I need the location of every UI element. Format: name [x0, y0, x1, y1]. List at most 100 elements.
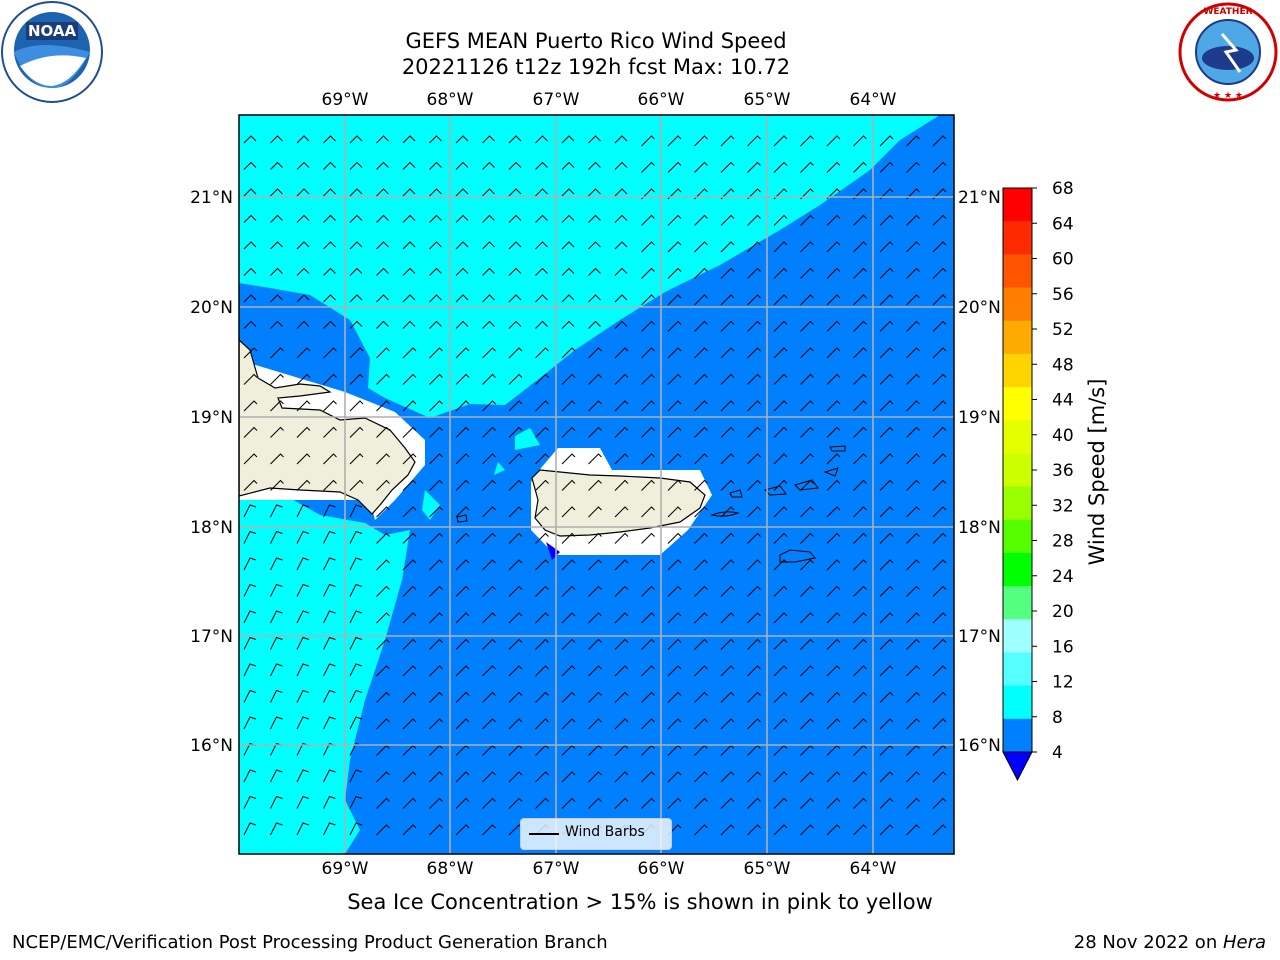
- wind-barb: [826, 294, 841, 306]
- wind-barb: [932, 161, 947, 173]
- wind-barb: [641, 453, 655, 465]
- wind-barb: [588, 188, 601, 197]
- wind-barb: [535, 453, 549, 465]
- wind-barb: [906, 135, 920, 147]
- wind-barb: [243, 583, 257, 597]
- legend-line-icon: [529, 833, 559, 835]
- wind-barb: [323, 426, 337, 438]
- wind-barb: [694, 188, 708, 200]
- colorbar-tick-label: 48: [1052, 355, 1074, 375]
- wind-barb: [747, 161, 761, 173]
- wind-barb: [800, 400, 814, 412]
- wind-barb: [455, 532, 470, 544]
- wind-barb: [932, 241, 947, 253]
- wind-barb: [932, 135, 947, 147]
- wind-barb: [879, 320, 894, 332]
- wind-barb: [429, 241, 442, 250]
- wind-barb: [243, 557, 257, 571]
- colorbar-tick-label: 24: [1052, 567, 1074, 587]
- wind-barb: [429, 585, 443, 597]
- wind-barb: [349, 795, 363, 809]
- wind-barb: [826, 771, 841, 783]
- wind-barb: [879, 400, 894, 412]
- wind-barb: [641, 718, 655, 730]
- wind-barb: [614, 771, 629, 783]
- wind-barb: [614, 506, 629, 518]
- wind-barb: [508, 267, 522, 276]
- lat-tick-label: 16°N: [190, 736, 233, 756]
- wind-barb: [535, 638, 549, 650]
- wind-barb: [323, 636, 336, 650]
- wind-barb: [296, 769, 310, 783]
- wind-barb: [349, 663, 363, 677]
- colorbar-segment: [1003, 254, 1032, 289]
- wind-barb: [800, 161, 814, 173]
- wind-barb: [667, 691, 682, 703]
- wind-barb: [376, 718, 390, 730]
- wind-barb: [243, 320, 257, 329]
- wind-barb: [349, 689, 363, 703]
- wind-barb: [614, 638, 629, 650]
- wind-barb: [429, 400, 443, 412]
- wind-barb: [932, 294, 947, 306]
- wind-barb: [482, 135, 495, 144]
- wind-barb: [879, 797, 894, 809]
- wind-barb: [323, 241, 336, 250]
- wind-barb: [614, 585, 629, 597]
- wind-barb: [270, 822, 283, 836]
- wind-barb: [747, 267, 761, 279]
- wind-barb: [455, 400, 470, 412]
- wind-barb: [508, 771, 523, 783]
- wind-barb: [561, 665, 576, 677]
- wind-barb: [932, 665, 947, 677]
- wind-barb: [270, 426, 284, 438]
- wind-barb: [561, 559, 576, 571]
- wind-barb: [641, 320, 655, 332]
- wind-barb: [614, 479, 629, 491]
- wind-barb: [747, 400, 761, 412]
- wind-barb: [296, 188, 310, 197]
- wind-barb: [906, 585, 920, 597]
- wind-barb: [296, 795, 310, 809]
- wind-barb: [296, 135, 310, 144]
- wind-barb: [402, 453, 417, 465]
- wind-barb: [800, 188, 814, 200]
- lon-tick-label: 69°W: [322, 90, 369, 110]
- colorbar-tick-label: 32: [1052, 496, 1074, 516]
- wind-barb: [508, 135, 522, 144]
- wind-barb: [853, 797, 867, 809]
- wind-barb: [773, 665, 788, 677]
- wind-barb: [826, 479, 841, 491]
- wind-barb: [720, 824, 735, 836]
- wind-barb: [906, 771, 920, 783]
- colorbar-tick-label: 16: [1052, 637, 1074, 657]
- wind-barb: [323, 583, 336, 597]
- wind-barb: [482, 797, 496, 809]
- wind-barb: [508, 373, 523, 385]
- wind-barb: [270, 373, 284, 385]
- wind-barb: [694, 532, 708, 544]
- wind-barb: [773, 824, 788, 836]
- wind-barb: [561, 320, 575, 329]
- wind-barb: [349, 241, 363, 250]
- wind-barb: [482, 559, 496, 571]
- wind-barb: [720, 373, 735, 385]
- wind-barb: [614, 347, 629, 359]
- wind-barb: [720, 214, 735, 226]
- wind-barb: [906, 267, 920, 279]
- wind-barb: [376, 294, 389, 303]
- wind-barb: [614, 214, 628, 223]
- wind-barb: [455, 373, 470, 385]
- wind-barb: [773, 718, 788, 730]
- wind-barb: [402, 214, 416, 223]
- wind-barb: [296, 373, 311, 385]
- wind-barb: [270, 795, 283, 809]
- wind-barb: [429, 479, 443, 491]
- wind-barb: [270, 610, 283, 624]
- wind-barb: [720, 161, 735, 173]
- colorbar-tick-label: 20: [1052, 602, 1074, 622]
- wind-barb: [667, 320, 682, 332]
- wind-barb: [826, 188, 841, 200]
- wind-barb: [747, 665, 761, 677]
- wind-barb: [296, 479, 311, 491]
